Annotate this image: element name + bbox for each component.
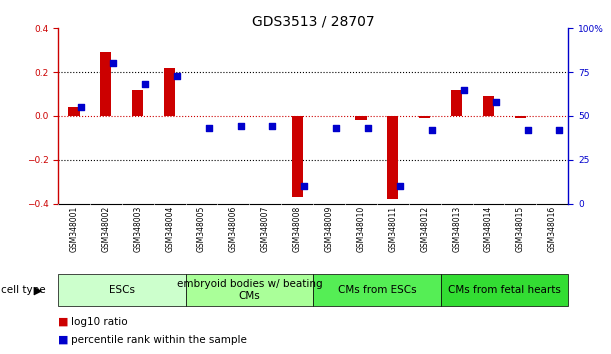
Bar [313,274,441,306]
Text: ESCs: ESCs [109,285,135,295]
Bar [515,116,526,118]
Text: GSM348001: GSM348001 [70,206,78,252]
Text: GSM348005: GSM348005 [197,206,206,252]
Text: ■: ■ [58,335,68,345]
Text: GSM348012: GSM348012 [420,206,430,252]
Text: GDS3513 / 28707: GDS3513 / 28707 [252,14,375,28]
Text: GSM348008: GSM348008 [293,206,302,252]
Bar [164,68,175,116]
Text: percentile rank within the sample: percentile rank within the sample [71,335,247,345]
Bar [291,116,303,197]
Text: GSM348011: GSM348011 [389,206,397,252]
Point [555,127,565,133]
Point [76,104,86,110]
Text: cell type: cell type [1,285,45,295]
Bar [483,96,494,116]
Bar [356,116,367,120]
Text: log10 ratio: log10 ratio [71,317,128,327]
Text: embryoid bodies w/ beating
CMs: embryoid bodies w/ beating CMs [177,279,322,301]
Bar [441,274,568,306]
Bar [419,116,430,118]
Text: GSM348013: GSM348013 [452,206,461,252]
Bar [132,90,144,116]
Text: GSM348015: GSM348015 [516,206,525,252]
Text: ▶: ▶ [34,285,42,295]
Point [427,127,437,133]
Point [522,127,532,133]
Text: GSM348016: GSM348016 [548,206,557,252]
Bar [58,274,186,306]
Point [172,73,181,79]
Text: GSM348010: GSM348010 [356,206,365,252]
Point [236,124,246,129]
Point [364,125,373,131]
Point [395,183,405,189]
Point [204,125,214,131]
Point [491,99,500,105]
Text: GSM348009: GSM348009 [324,206,334,252]
Bar [451,90,462,116]
Bar [100,52,111,116]
Point [331,125,341,131]
Point [108,61,118,66]
Bar [68,107,79,116]
Text: ■: ■ [58,317,68,327]
Text: GSM348002: GSM348002 [101,206,111,252]
Text: GSM348014: GSM348014 [484,206,493,252]
Text: GSM348007: GSM348007 [261,206,270,252]
Point [459,87,469,92]
Text: CMs from ESCs: CMs from ESCs [338,285,416,295]
Text: GSM348003: GSM348003 [133,206,142,252]
Point [299,183,309,189]
Bar [186,274,313,306]
Text: CMs from fetal hearts: CMs from fetal hearts [448,285,561,295]
Text: GSM348006: GSM348006 [229,206,238,252]
Bar [387,116,398,199]
Point [268,124,277,129]
Text: GSM348004: GSM348004 [165,206,174,252]
Point [140,81,150,87]
